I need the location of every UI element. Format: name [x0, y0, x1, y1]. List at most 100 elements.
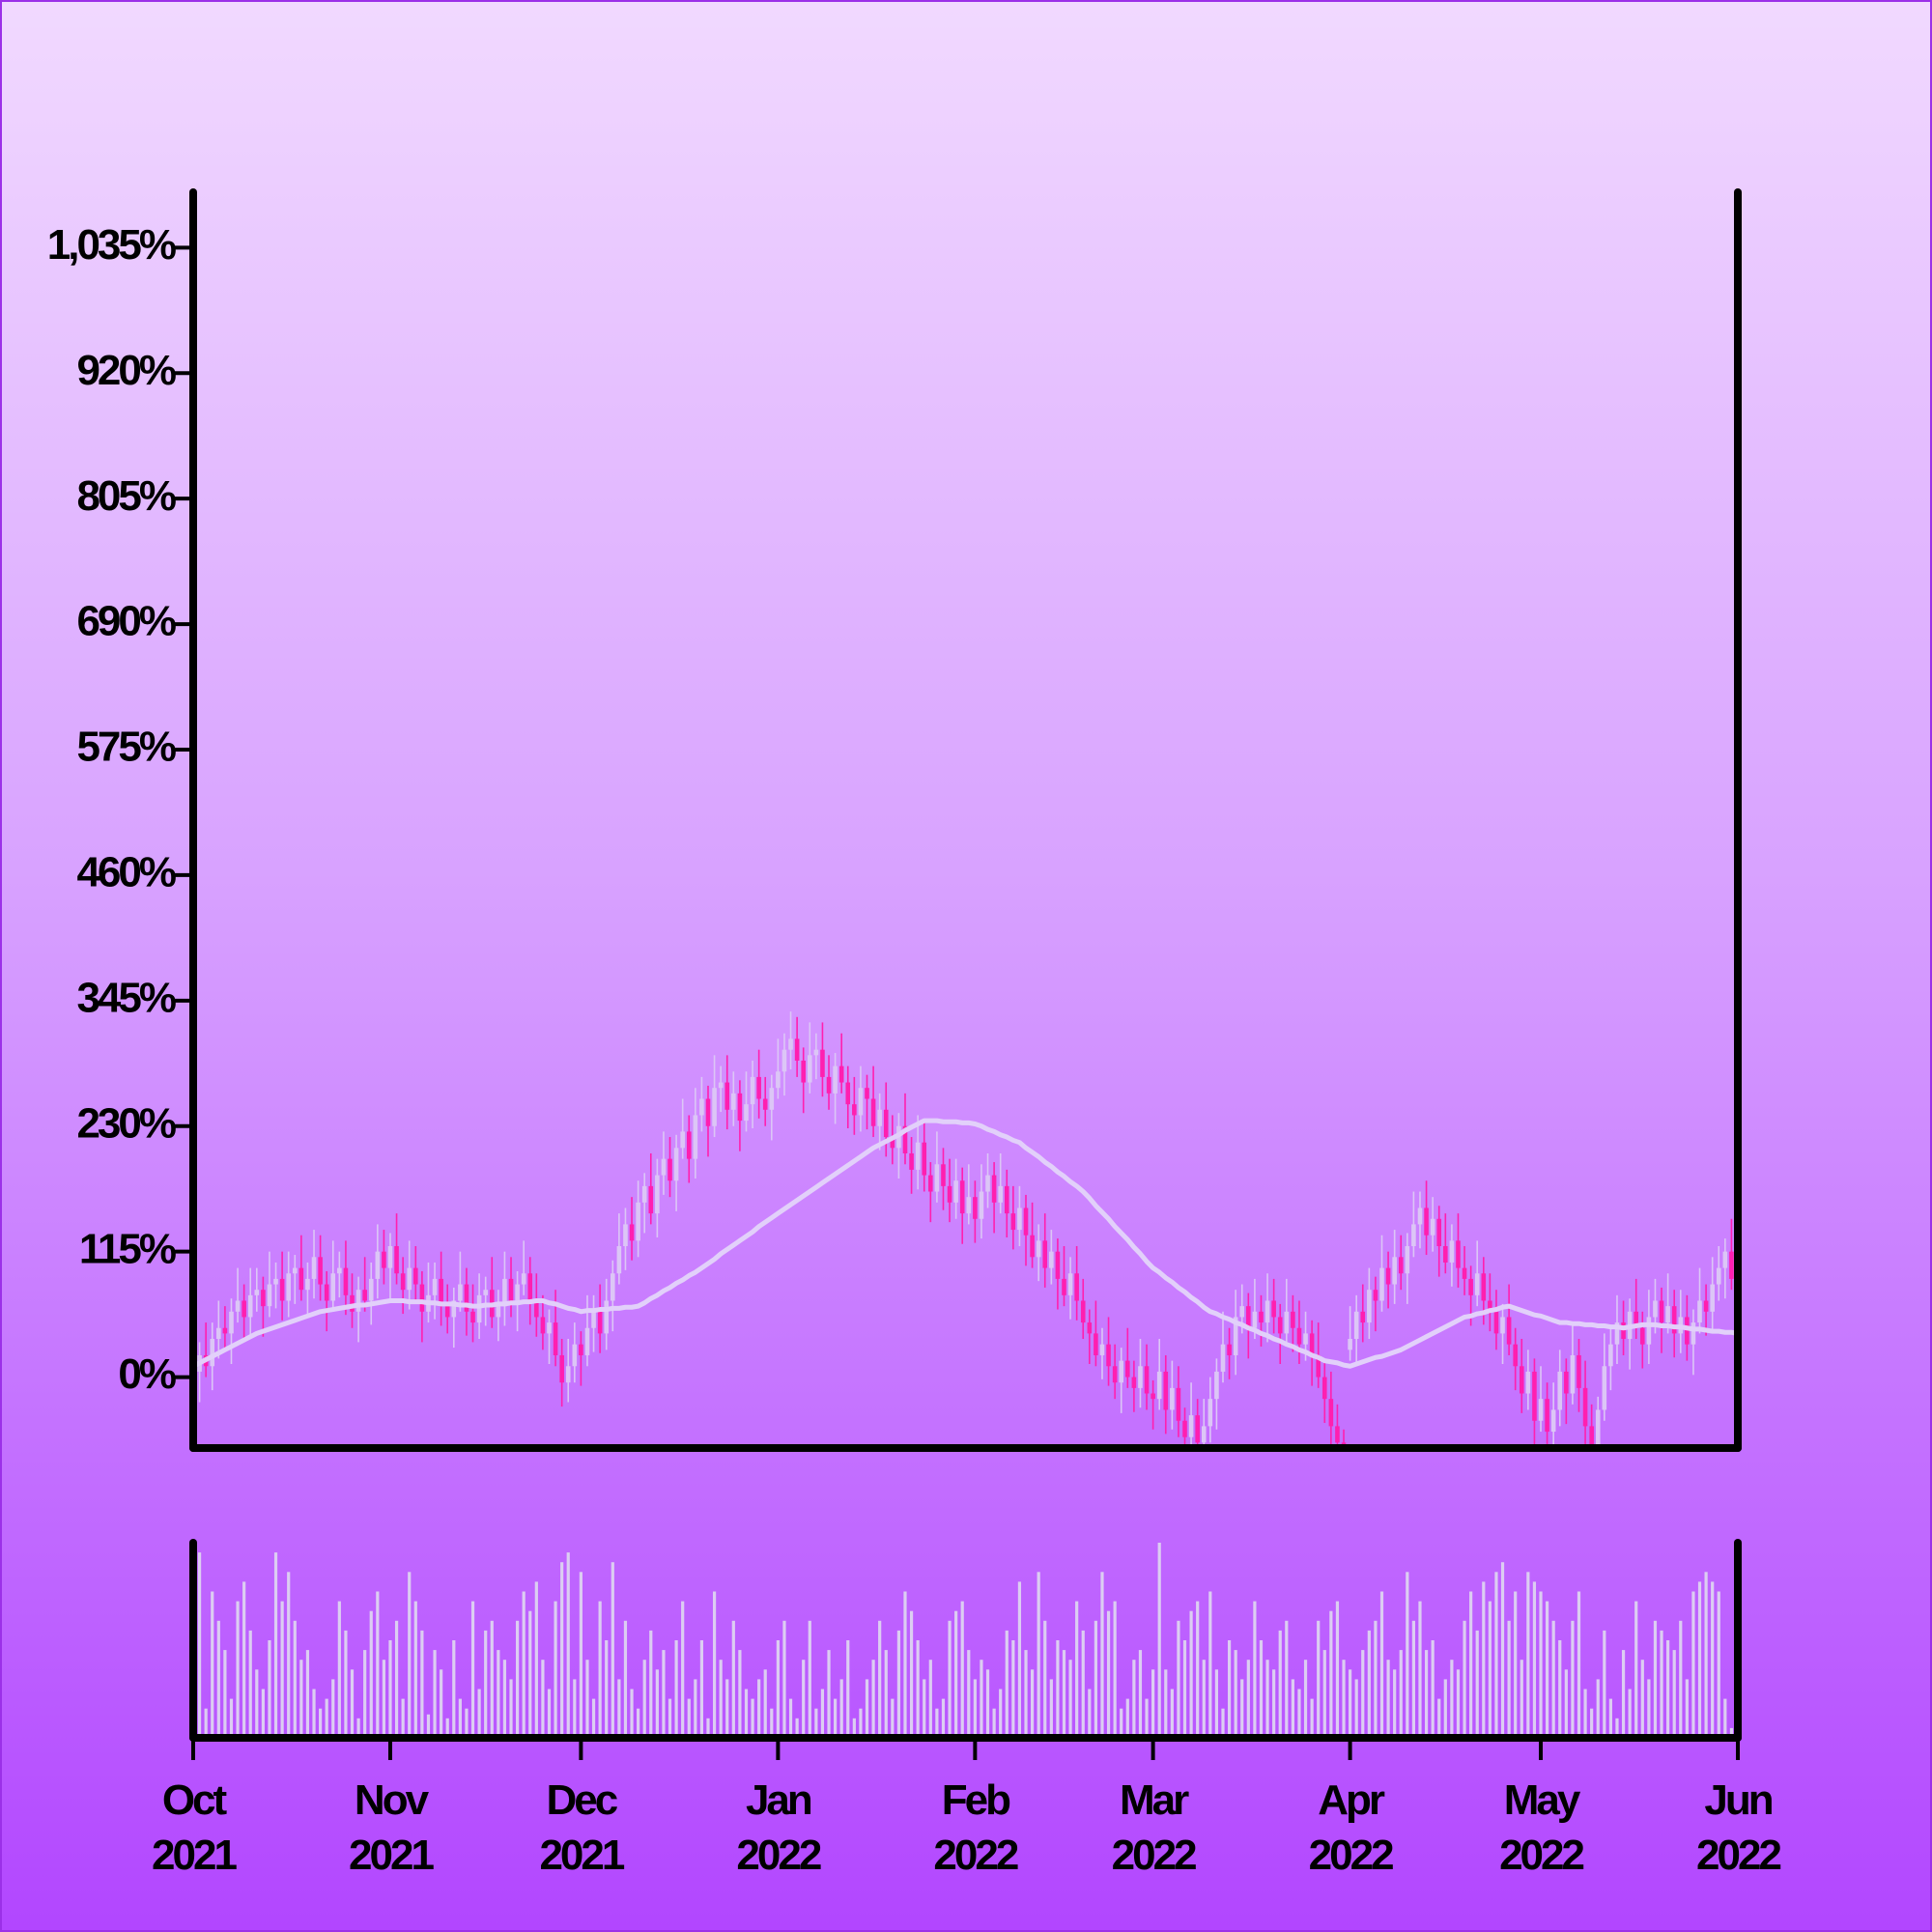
candle-body [1468, 1278, 1473, 1295]
volume-bar [763, 1669, 767, 1738]
candle-body [1201, 1426, 1207, 1443]
candle-body [1055, 1251, 1061, 1279]
volume-bar [1329, 1610, 1333, 1738]
candle-body [1525, 1371, 1531, 1394]
volume-bar [681, 1601, 685, 1738]
candle-body [1335, 1426, 1340, 1443]
candle-body [1348, 1339, 1352, 1350]
volume-bar [1482, 1581, 1486, 1738]
volume-bar [1291, 1679, 1294, 1738]
candle-body [591, 1311, 596, 1328]
volume-bar [1068, 1660, 1072, 1738]
volume-bar [662, 1650, 666, 1738]
volume-bar [1164, 1669, 1168, 1738]
candle-body [1151, 1393, 1155, 1400]
candle-body [1417, 1208, 1423, 1225]
volume-bar [814, 1708, 818, 1738]
volume-bar [992, 1708, 996, 1738]
candle-body [820, 1049, 825, 1077]
candle-body [1291, 1311, 1295, 1328]
candle-body [769, 1088, 775, 1110]
volume-bar [1475, 1630, 1479, 1738]
candle-body [1716, 1267, 1721, 1285]
candle-body [496, 1306, 501, 1318]
volume-bar [1285, 1620, 1289, 1738]
candle-body [724, 1082, 730, 1110]
volume-bar [541, 1660, 545, 1738]
candle-body [1004, 1185, 1009, 1214]
volume-bar [954, 1610, 958, 1738]
candle-body [343, 1267, 349, 1295]
volume-bar [1551, 1620, 1555, 1738]
volume-bar [1322, 1650, 1326, 1738]
x-tick-label: Dec 2021 [539, 1776, 624, 1879]
volume-bar [1240, 1679, 1244, 1738]
candle-body [1659, 1300, 1664, 1323]
candle-body [579, 1344, 583, 1355]
volume-bar [788, 1698, 793, 1738]
moving-average [193, 1118, 1738, 1369]
candle-body [1500, 1317, 1505, 1334]
volume-bar [1221, 1708, 1225, 1738]
candle-body [616, 1246, 622, 1274]
volume-bar [528, 1610, 532, 1738]
candle-body [1608, 1344, 1613, 1367]
volume-bar [1704, 1572, 1708, 1738]
candle-body [1621, 1322, 1626, 1340]
volume-bar [255, 1669, 259, 1738]
candle-body [515, 1284, 520, 1301]
volume-bar [668, 1698, 672, 1738]
candle-body [902, 1125, 908, 1153]
candle-body [623, 1224, 628, 1247]
volume-bar [376, 1591, 380, 1738]
volume-bar [413, 1601, 417, 1738]
volume-bar [1406, 1572, 1409, 1738]
candle-body [1259, 1311, 1264, 1323]
candle-body [941, 1164, 946, 1186]
candle-body [1550, 1409, 1556, 1433]
candle-body [1264, 1300, 1270, 1323]
candle-body [865, 1088, 869, 1099]
candle-body [559, 1354, 564, 1383]
volume-bar [1259, 1640, 1264, 1738]
candle-body [1309, 1333, 1315, 1355]
candle-body [1321, 1377, 1327, 1400]
volume-bar [1303, 1660, 1308, 1738]
candle-body [750, 1076, 755, 1105]
volume-bar [1125, 1698, 1129, 1738]
candle-body [1665, 1306, 1670, 1323]
volume-bar [1520, 1660, 1523, 1738]
candle-body [1513, 1344, 1518, 1367]
candle-body [1208, 1399, 1213, 1427]
candle-body [1488, 1300, 1492, 1312]
volume-bar [420, 1630, 424, 1738]
candle-body [350, 1294, 355, 1312]
candle-body [737, 1093, 743, 1122]
volume-bar [490, 1620, 494, 1738]
volume-bar [1011, 1640, 1015, 1738]
volume-bar [891, 1698, 895, 1738]
volume-bar [1374, 1620, 1378, 1738]
volume-bar [1265, 1660, 1269, 1738]
volume-bar [299, 1660, 303, 1738]
volume-bar [236, 1601, 240, 1738]
volume-bar [738, 1650, 742, 1738]
candle-body [1271, 1300, 1276, 1318]
candle-body [432, 1278, 438, 1295]
candle-body [254, 1290, 260, 1295]
candle-body [1697, 1300, 1702, 1323]
candle-body [407, 1267, 412, 1291]
volume-bar [834, 1698, 838, 1738]
volume-bar [1393, 1669, 1397, 1738]
candle-body [572, 1344, 578, 1367]
candle-body [1595, 1409, 1601, 1448]
volume-bar [197, 1552, 202, 1738]
y-tick-label: 230% [76, 1099, 175, 1147]
volume-bar [935, 1708, 939, 1738]
candle-body [1296, 1327, 1302, 1345]
volume-bar [1246, 1660, 1250, 1738]
y-tick-label: 575% [76, 724, 175, 771]
candle-body [470, 1311, 475, 1323]
volume-bar [1634, 1601, 1638, 1738]
candle-body [680, 1131, 685, 1149]
